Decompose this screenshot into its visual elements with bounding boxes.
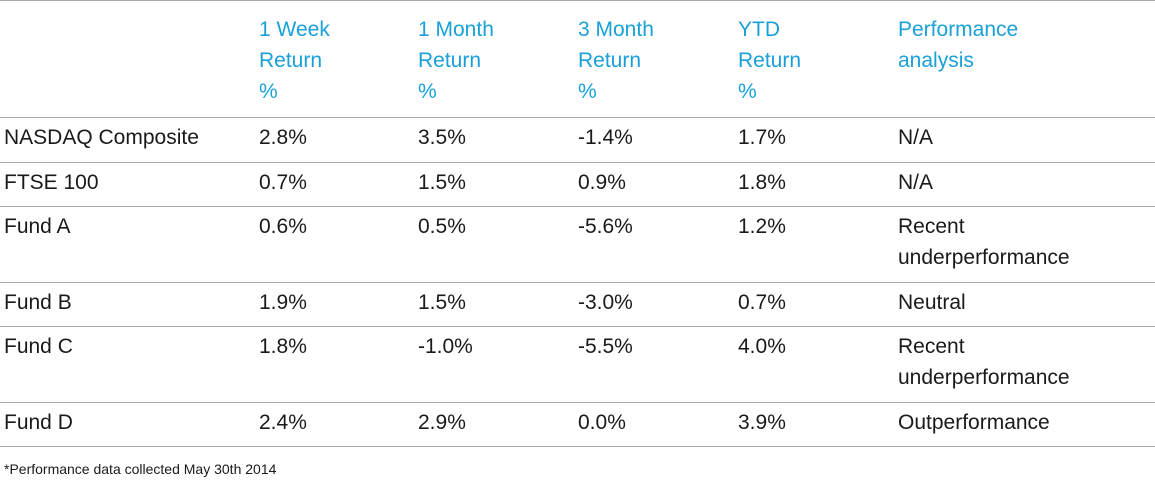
table-bottom-rule bbox=[0, 446, 1155, 447]
cell-3-month: -5.6% bbox=[578, 215, 633, 238]
cell-ytd: 3.9% bbox=[738, 411, 786, 434]
cell-1-week: 2.8% bbox=[259, 126, 307, 149]
cell-ytd: 1.2% bbox=[738, 215, 786, 238]
cell-1-week: 2.4% bbox=[259, 411, 307, 434]
cell-1-week: 1.9% bbox=[259, 291, 307, 314]
cell-3-month: 0.9% bbox=[578, 171, 626, 194]
cell-3-month: 0.0% bbox=[578, 411, 626, 434]
cell-performance-analysis: Recent underperformance bbox=[898, 215, 1070, 269]
cell-performance-analysis: Outperformance bbox=[898, 411, 1050, 434]
cell-1-week: 0.7% bbox=[259, 171, 307, 194]
header-rule bbox=[0, 117, 1155, 118]
cell-3-month: -5.5% bbox=[578, 335, 633, 358]
table-top-rule bbox=[0, 0, 1155, 1]
cell-1-month: 3.5% bbox=[418, 126, 466, 149]
row-rule bbox=[0, 402, 1155, 403]
header-cell-performance-analysis: Performance analysis bbox=[898, 18, 1019, 72]
row-rule bbox=[0, 162, 1155, 163]
cell-ytd: 1.7% bbox=[738, 126, 786, 149]
header-cell-1-week-return: 1 Week Return % bbox=[259, 18, 330, 103]
row-label: NASDAQ Composite bbox=[4, 126, 199, 149]
cell-1-month: 0.5% bbox=[418, 215, 466, 238]
header-cell-3-month-return: 3 Month Return % bbox=[578, 18, 654, 103]
header-cell-1-month-return: 1 Month Return % bbox=[418, 18, 494, 103]
cell-1-week: 1.8% bbox=[259, 335, 307, 358]
cell-performance-analysis: Recent underperformance bbox=[898, 335, 1070, 389]
row-label: Fund C bbox=[4, 335, 73, 358]
cell-ytd: 4.0% bbox=[738, 335, 786, 358]
header-cell-ytd-return: YTD Return % bbox=[738, 18, 802, 103]
cell-ytd: 1.8% bbox=[738, 171, 786, 194]
cell-1-week: 0.6% bbox=[259, 215, 307, 238]
cell-1-month: -1.0% bbox=[418, 335, 473, 358]
cell-1-month: 2.9% bbox=[418, 411, 466, 434]
footnote: *Performance data collected May 30th 201… bbox=[4, 461, 277, 477]
cell-performance-analysis: N/A bbox=[898, 126, 934, 149]
cell-performance-analysis: N/A bbox=[898, 171, 934, 194]
row-label: Fund D bbox=[4, 411, 73, 434]
row-label: Fund A bbox=[4, 215, 71, 238]
cell-3-month: -3.0% bbox=[578, 291, 633, 314]
cell-performance-analysis: Neutral bbox=[898, 291, 966, 314]
cell-ytd: 0.7% bbox=[738, 291, 786, 314]
row-rule bbox=[0, 206, 1155, 207]
row-label: Fund B bbox=[4, 291, 72, 314]
row-label: FTSE 100 bbox=[4, 171, 99, 194]
row-rule bbox=[0, 326, 1155, 327]
cell-1-month: 1.5% bbox=[418, 291, 466, 314]
cell-1-month: 1.5% bbox=[418, 171, 466, 194]
cell-3-month: -1.4% bbox=[578, 126, 633, 149]
row-rule bbox=[0, 282, 1155, 283]
